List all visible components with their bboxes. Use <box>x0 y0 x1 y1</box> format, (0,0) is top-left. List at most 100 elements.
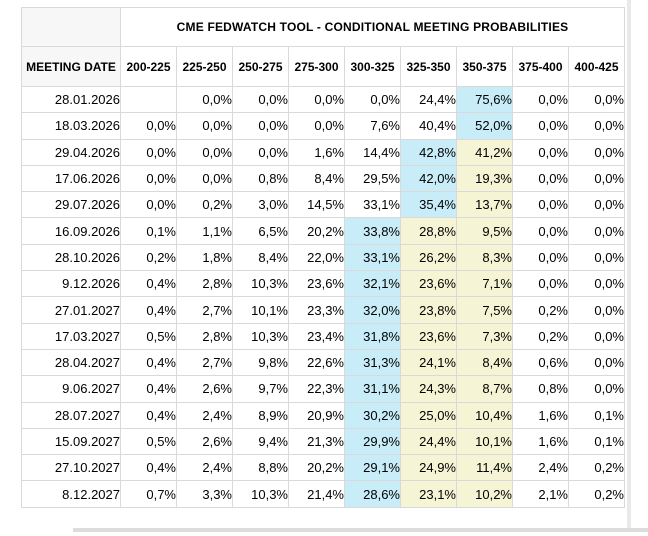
probability-cell: 20,2% <box>288 217 345 245</box>
probability-cell-highlight-secondary: 23,6% <box>400 270 457 298</box>
table-row: 27.10.2027 0,4% 2,4% 8,8% 20,2% 29,1% 24,9% 11,… <box>21 454 625 482</box>
probability-cell: 0,6% <box>512 348 569 377</box>
probability-cell: 0,4% <box>120 348 177 377</box>
probability-cell: 0,7% <box>120 480 177 508</box>
probability-cell: 8,4% <box>232 243 289 272</box>
probability-cell: 0,0% <box>512 85 569 114</box>
probability-cell: 14,4% <box>344 138 401 166</box>
probability-cell: 0,2% <box>568 454 625 482</box>
probability-cell: 2,8% <box>176 270 233 298</box>
table-row: 29.07.2026 0,0% 0,2% 3,0% 14,5% 33,1% 35,4% 13,… <box>21 191 625 219</box>
table-row: 29.04.2026 0,0% 0,0% 0,0% 1,6% 14,4% 42,8% 41,2… <box>21 138 625 166</box>
table-title: CME FEDWATCH TOOL - CONDITIONAL MEETING … <box>120 7 625 47</box>
table-row: 28.04.2027 0,4% 2,7% 9,8% 22,6% 31,3% 24,1% 8,4… <box>21 348 625 377</box>
probability-cell: 23,4% <box>288 322 345 350</box>
probability-cell-highlight-secondary: 10,4% <box>456 401 513 429</box>
meeting-date-cell: 9.06.2027 <box>21 375 121 403</box>
rate-range-column-header: 225-250 <box>176 46 233 87</box>
meeting-date-cell: 27.01.2027 <box>21 296 121 324</box>
probability-cell: 20,9% <box>288 401 345 429</box>
probability-cell-highlight-secondary: 23,6% <box>400 322 457 350</box>
meeting-date-cell: 16.09.2026 <box>21 217 121 245</box>
probability-cell: 0,0% <box>568 112 625 140</box>
table-row: 28.10.2026 0,2% 1,8% 8,4% 22,0% 33,1% 26,2% 8,3… <box>21 243 625 272</box>
probability-cell: 0,0% <box>120 164 177 193</box>
table-row: 9.06.2027 0,4% 2,6% 9,7% 22,3% 31,1% 24,3% 8,7%… <box>21 375 625 403</box>
table-row: 16.09.2026 0,1% 1,1% 6,5% 20,2% 33,8% 28,8% 9,5… <box>21 217 625 245</box>
probability-cell: 0,8% <box>232 164 289 193</box>
probability-cell-highlight-primary: 75,6% <box>456 85 513 114</box>
probability-cell: 22,0% <box>288 243 345 272</box>
probability-cell: 0,0% <box>288 112 345 140</box>
probability-cell: 0,0% <box>232 85 289 114</box>
probability-cell: 0,0% <box>512 112 569 140</box>
table-body: 28.01.2026 0,0% 0,0% 0,0% 0,0% 24,4% 75,6% 0,0%… <box>21 85 625 508</box>
probability-cell: 9,4% <box>232 427 289 456</box>
probability-cell: 14,5% <box>288 191 345 219</box>
probability-cell-highlight-secondary: 24,9% <box>400 454 457 482</box>
probability-cell: 0,4% <box>120 375 177 403</box>
probability-cell: 0,8% <box>512 375 569 403</box>
table-row: 27.01.2027 0,4% 2,7% 10,1% 23,3% 32,0% 23,8% 7,… <box>21 296 625 324</box>
probability-cell: 10,3% <box>232 270 289 298</box>
meeting-date-cell: 18.03.2026 <box>21 112 121 140</box>
probability-cell-highlight-primary: 30,2% <box>344 401 401 429</box>
meeting-date-cell: 28.07.2027 <box>21 401 121 429</box>
probability-cell-highlight-primary: 31,8% <box>344 322 401 350</box>
probability-cell: 0,4% <box>120 454 177 482</box>
table-row: 15.09.2027 0,5% 2,6% 9,4% 21,3% 29,9% 24,4% 10,… <box>21 427 625 456</box>
probability-cell: 0,5% <box>120 322 177 350</box>
table-row: 8.12.2027 0,7% 3,3% 10,3% 21,4% 28,6% 23,1% 10,… <box>21 480 625 508</box>
probability-cell-highlight-primary: 31,3% <box>344 348 401 377</box>
probability-cell: 0,4% <box>120 401 177 429</box>
probability-cell-highlight-secondary: 7,5% <box>456 296 513 324</box>
probability-cell-highlight-secondary: 10,2% <box>456 480 513 508</box>
probability-cell: 0,0% <box>512 138 569 166</box>
probability-cell: 0,0% <box>176 138 233 166</box>
probability-cell: 1,6% <box>288 138 345 166</box>
probability-cell: 2,4% <box>176 401 233 429</box>
probability-cell-highlight-secondary: 13,7% <box>456 191 513 219</box>
probability-cell: 0,0% <box>512 217 569 245</box>
rate-range-column-header: 250-275 <box>232 46 289 87</box>
probability-cell-highlight-secondary: 23,1% <box>400 480 457 508</box>
corner-cell <box>21 7 121 47</box>
probability-cell: 0,2% <box>568 480 625 508</box>
probability-cell-highlight-primary: 33,1% <box>344 243 401 272</box>
probability-cell: 0,0% <box>512 191 569 219</box>
probability-cell-highlight-secondary: 24,4% <box>400 427 457 456</box>
probability-cell-highlight-secondary: 24,1% <box>400 348 457 377</box>
probability-cell: 3,3% <box>176 480 233 508</box>
probability-cell: 20,2% <box>288 454 345 482</box>
probability-cell-highlight-secondary: 23,8% <box>400 296 457 324</box>
probability-cell-highlight-primary: 29,9% <box>344 427 401 456</box>
probability-cell: 0,0% <box>568 85 625 114</box>
probability-cell: 0,0% <box>568 138 625 166</box>
meeting-date-column-header: MEETING DATE <box>21 46 121 87</box>
table-row: 28.01.2026 0,0% 0,0% 0,0% 0,0% 24,4% 75,6% 0,0%… <box>21 85 625 114</box>
probability-cell: 2,7% <box>176 348 233 377</box>
probability-cell: 0,0% <box>568 348 625 377</box>
probability-cell: 0,0% <box>232 138 289 166</box>
probability-cell-highlight-secondary: 8,3% <box>456 243 513 272</box>
probability-cell: 2,6% <box>176 375 233 403</box>
fedwatch-probability-table: CME FEDWATCH TOOL - CONDITIONAL MEETING … <box>21 7 625 508</box>
probability-cell-highlight-secondary: 28,8% <box>400 217 457 245</box>
probability-cell: 2,1% <box>512 480 569 508</box>
probability-cell: 0,2% <box>512 322 569 350</box>
probability-cell: 0,5% <box>120 427 177 456</box>
probability-cell: 7,6% <box>344 112 401 140</box>
meeting-date-cell: 17.06.2026 <box>21 164 121 193</box>
table-row: 9.12.2026 0,4% 2,8% 10,3% 23,6% 32,1% 23,6% 7,1… <box>21 270 625 298</box>
probability-cell: 2,4% <box>176 454 233 482</box>
probability-cell-highlight-primary: 52,0% <box>456 112 513 140</box>
probability-cell: 0,0% <box>568 217 625 245</box>
meeting-date-cell: 28.10.2026 <box>21 243 121 272</box>
probability-cell: 0,0% <box>176 112 233 140</box>
probability-cell: 0,2% <box>512 296 569 324</box>
probability-cell-highlight-primary: 33,8% <box>344 217 401 245</box>
meeting-date-cell: 28.04.2027 <box>21 348 121 377</box>
probability-cell: 6,5% <box>232 217 289 245</box>
probability-cell: 3,0% <box>232 191 289 219</box>
meeting-date-cell: 8.12.2027 <box>21 480 121 508</box>
